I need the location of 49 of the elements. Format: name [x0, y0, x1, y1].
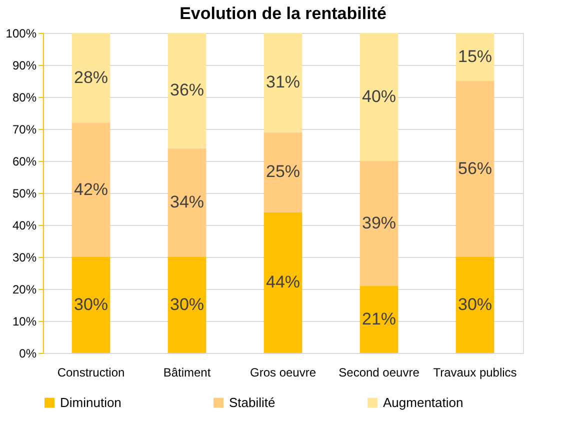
bar: [72, 33, 110, 123]
y-tick-label: 40%: [12, 218, 37, 232]
text: 40%: [362, 87, 396, 106]
text: 39%: [362, 213, 396, 232]
y-tick-label: 30%: [12, 250, 37, 264]
y-tick-label: 90%: [12, 58, 37, 72]
x-tick-label: Second oeuvre: [338, 366, 420, 380]
text: 30%: [74, 295, 108, 314]
text: 31%: [266, 72, 300, 92]
bar: [168, 148, 206, 257]
text: 44%: [266, 272, 300, 292]
text: 36%: [170, 80, 204, 100]
text: 30%: [170, 295, 204, 314]
text: 28%: [74, 68, 108, 87]
bar: [360, 286, 398, 353]
x-tick-label: Travaux publics: [433, 366, 517, 380]
y-tick-label: 80%: [12, 90, 37, 104]
y-tick-label: 100%: [6, 26, 37, 40]
bar: [264, 212, 302, 353]
x-tick-label: Bâtiment: [163, 366, 212, 380]
text: 56%: [458, 159, 492, 178]
legend-label: Augmentation: [383, 394, 464, 410]
y-tick-label: 60%: [12, 154, 37, 168]
bar: [360, 161, 398, 286]
bar: [72, 122, 110, 257]
text: 34%: [170, 192, 204, 212]
chart-title: Evolution de la rentabilité: [180, 4, 386, 23]
text: 21%: [362, 309, 396, 328]
legend-label: Diminution: [60, 394, 122, 410]
legend-label: Stabilité: [229, 394, 276, 410]
y-tick-label: 50%: [12, 186, 37, 200]
bar: [456, 257, 494, 353]
x-tick-label: Gros oeuvre: [250, 366, 316, 380]
text: 30%: [458, 295, 492, 314]
text: 25%: [266, 162, 300, 182]
bar: [72, 257, 110, 353]
y-tick-label: 20%: [12, 282, 37, 296]
text: 15%: [458, 47, 492, 66]
y-tick-label: 10%: [12, 314, 37, 328]
y-tick-label: 0%: [19, 346, 37, 360]
bar: [168, 33, 206, 148]
bar: [168, 257, 206, 353]
bar: [264, 132, 302, 212]
bar: [360, 33, 398, 161]
x-tick-label: Construction: [57, 366, 125, 380]
text: 42%: [74, 180, 108, 199]
bar: [456, 81, 494, 257]
bar: [264, 33, 302, 132]
y-tick-label: 70%: [12, 122, 37, 136]
